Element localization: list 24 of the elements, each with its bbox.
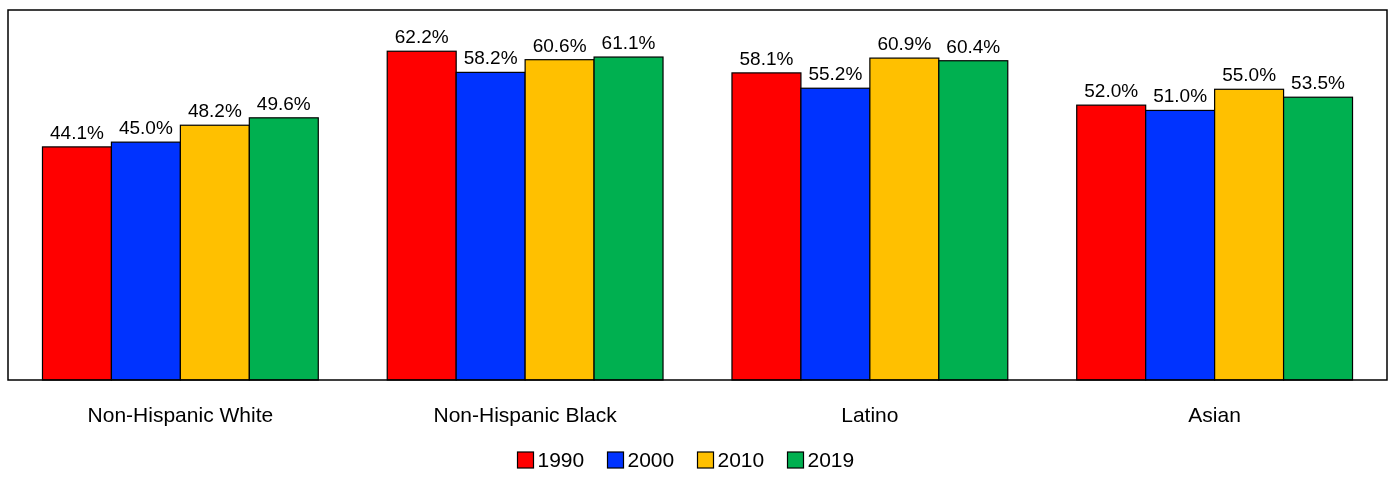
data-label: 60.6% <box>532 34 587 56</box>
data-label: 51.0% <box>1153 85 1208 107</box>
data-label: 53.5% <box>1291 72 1346 94</box>
data-label: 55.2% <box>808 63 863 85</box>
data-label: 58.1% <box>739 47 794 69</box>
x-tick-label: Non-Hispanic White <box>87 403 274 426</box>
legend-label: 1990 <box>537 448 585 471</box>
x-tick-label: Asian <box>1188 403 1241 426</box>
data-label: 60.4% <box>946 35 1001 57</box>
data-label: 48.2% <box>187 100 242 122</box>
legend-label: 2010 <box>717 448 765 471</box>
data-label: 45.0% <box>118 117 173 139</box>
x-tick-label: Latino <box>841 403 899 426</box>
data-label: 58.2% <box>463 47 518 69</box>
data-label: 52.0% <box>1084 80 1139 102</box>
data-label: 55.0% <box>1222 64 1277 86</box>
data-label: 49.6% <box>256 92 311 114</box>
data-label: 60.9% <box>877 33 932 55</box>
x-tick-label: Non-Hispanic Black <box>433 403 618 426</box>
data-label: 44.1% <box>50 121 104 143</box>
legend-label: 2019 <box>807 448 855 471</box>
data-label: 61.1% <box>601 32 656 54</box>
legend-label: 2000 <box>627 448 675 471</box>
data-label: 62.2% <box>394 26 449 48</box>
